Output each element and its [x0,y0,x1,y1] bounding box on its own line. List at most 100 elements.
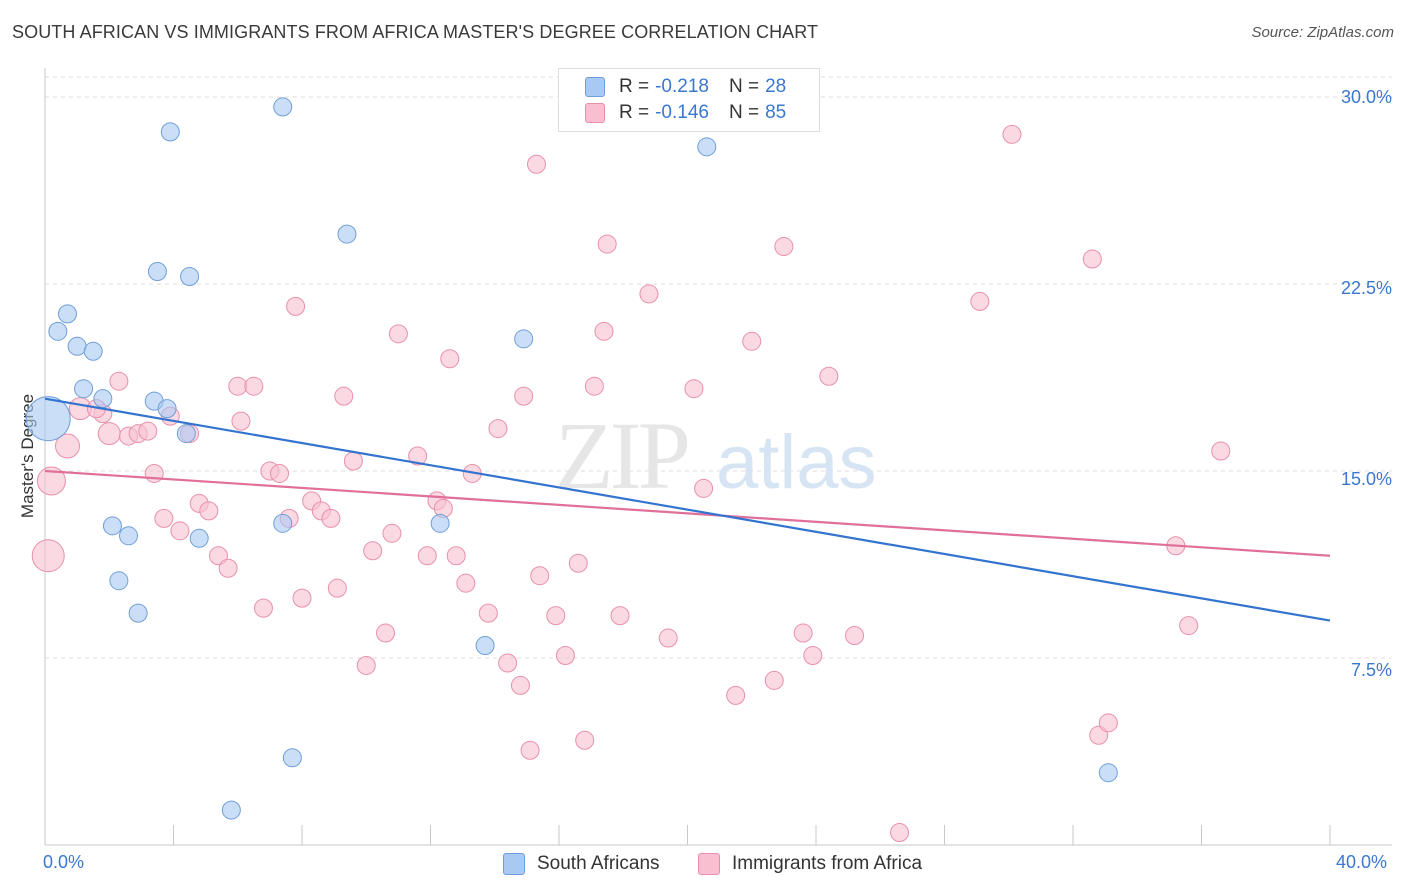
bottom-legend-label: Immigrants from Africa [732,853,923,874]
immigrants-point [639,284,659,304]
bottom-legend-swatch-blue [503,853,525,875]
south-africans-point [147,261,167,281]
immigrants-point [514,386,534,406]
immigrants-point [36,466,66,496]
immigrants-point [546,606,566,626]
immigrants-point [327,578,347,598]
legend-n-value: 28 [765,76,787,97]
immigrants-point [292,588,312,608]
immigrants-point [530,566,550,586]
south-africans-point [93,389,113,409]
source-label: Source: ZipAtlas.com [1251,24,1394,41]
immigrants-point [356,655,376,675]
immigrants-point [321,508,341,528]
immigrants-point [1098,713,1118,733]
immigrants-point [334,386,354,406]
south-africans-point [109,571,129,591]
legend-swatch-pink [585,103,605,123]
immigrants-point [527,154,547,174]
immigrants-point [440,349,460,369]
south-africans-point [282,748,302,768]
immigrants-point [417,546,437,566]
legend-r-label: R = [619,76,650,97]
south-africans-point [430,513,450,533]
legend-r-value: -0.146 [655,102,709,123]
immigrants-point [97,422,121,446]
axes [44,68,1392,846]
immigrants-point [584,376,604,396]
south-africans-point [67,336,87,356]
legend-swatch-blue [585,77,605,97]
south-africans-point [1098,763,1118,783]
south-africans-point [74,379,94,399]
immigrants-point [594,321,614,341]
immigrants-point [510,675,530,695]
immigrants-point [970,291,990,311]
immigrants-point [597,234,617,254]
immigrants-point [388,324,408,344]
bottom-legend-immigrants: Immigrants from Africa [698,851,922,877]
immigrants-point [1179,616,1199,636]
south-africans-point [697,137,717,157]
legend-row-immigrants: R = -0.146 N = 85 [585,100,786,126]
gridlines [45,76,1392,659]
south-africans-point [157,399,177,419]
immigrants-point [694,478,714,498]
immigrants-point [568,553,588,573]
south-africans-trend-line [44,397,1331,622]
bottom-legend-south-africans: South Africans [503,851,660,877]
immigrants-points [31,124,1231,843]
south-africans-point [83,341,103,361]
chart-title: SOUTH AFRICAN VS IMMIGRANTS FROM AFRICA … [12,22,819,42]
south-africans-point [273,513,293,533]
legend-n-value: 85 [765,102,787,123]
watermark-zip: ZIP [555,402,688,509]
south-africans-point [102,516,122,536]
immigrants-point [170,521,190,541]
south-africans-point [189,528,209,548]
immigrants-point [376,623,396,643]
immigrants-point [575,730,595,750]
bottom-legend-label: South Africans [537,853,660,874]
stats-legend: R = -0.218 N = 28 R = -0.146 N = 85 [558,68,820,132]
south-africans-point [57,304,77,324]
south-africans-point [273,97,293,117]
immigrants-point [774,237,794,257]
immigrants-point [742,331,762,351]
immigrants-point [218,558,238,578]
immigrants-point [684,379,704,399]
legend-n-label: N = [728,76,760,97]
trend-lines [44,397,1331,622]
x-tick-label-max: 40.0% [1336,852,1388,872]
legend-n-label: N = [728,102,760,123]
immigrants-point [286,296,306,316]
immigrants-point [154,508,174,528]
legend-row-south-africans: R = -0.218 N = 28 [585,74,786,100]
immigrants-point [726,685,746,705]
immigrants-point [363,541,383,561]
legend-r-label: R = [619,102,650,123]
immigrants-point [803,645,823,665]
south-africans-point [180,266,200,286]
immigrants-point [244,376,264,396]
south-africans-point [176,424,196,444]
immigrants-point [793,623,813,643]
south-africans-point [221,800,241,820]
south-africans-point [119,526,139,546]
immigrants-point [658,628,678,648]
immigrants-point [555,645,575,665]
immigrants-point [1211,441,1231,461]
y-tick-label-7-5: 7.5% [1350,660,1392,680]
immigrants-point [228,376,248,396]
immigrants-point [498,653,518,673]
south-africans-point [128,603,148,623]
watermark-atlas: atlas [716,420,877,505]
immigrants-point [31,539,65,573]
bottom-legend-swatch-pink [698,853,720,875]
south-africans-points [25,97,1118,820]
immigrants-point [138,421,158,441]
immigrants-point [253,598,273,618]
immigrants-point [478,603,498,623]
immigrants-point [382,523,402,543]
